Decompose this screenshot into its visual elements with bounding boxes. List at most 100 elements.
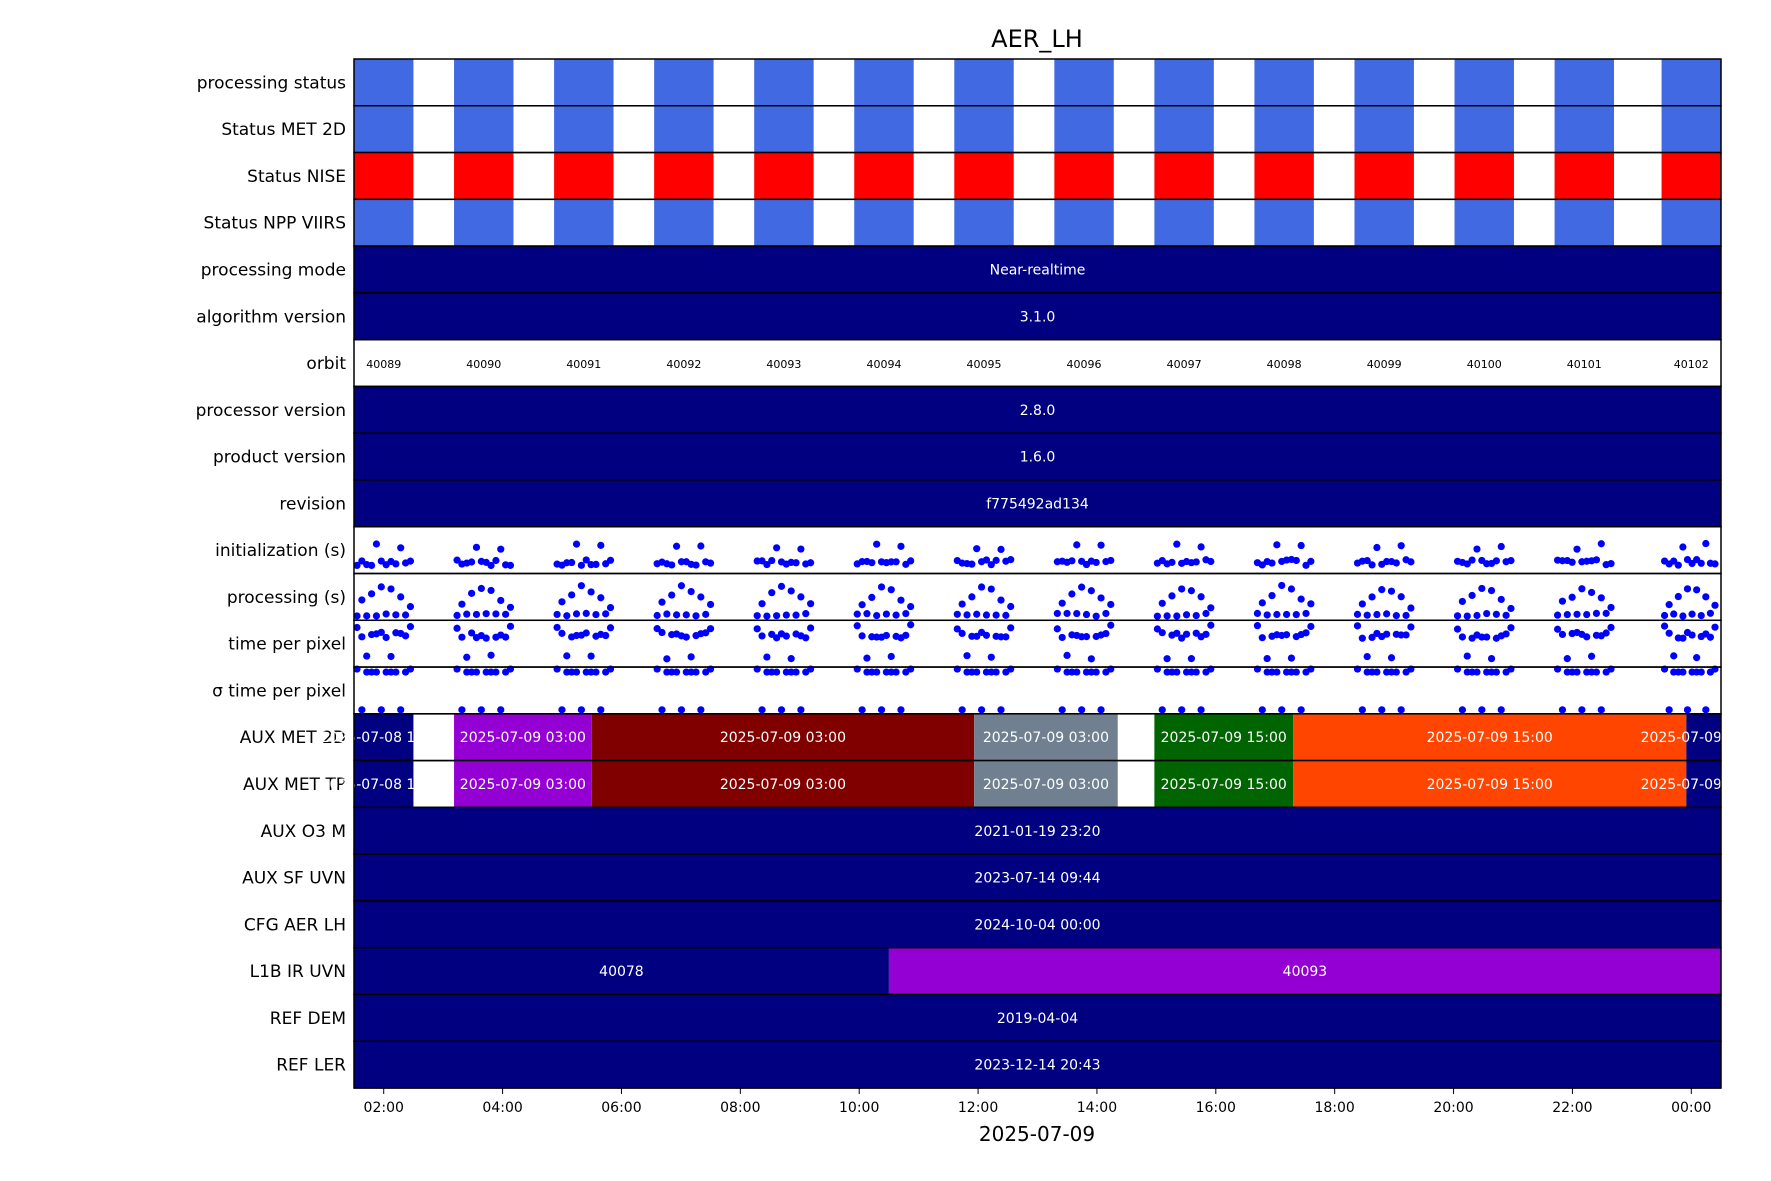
row-8: product version 1.6.0 <box>213 432 1722 481</box>
status-block <box>1154 59 1214 106</box>
data-point <box>1078 706 1086 714</box>
data-point <box>897 542 905 550</box>
orbit-label: 40099 <box>1367 358 1402 371</box>
data-point <box>1407 558 1415 566</box>
segment-bar <box>1293 713 1687 761</box>
row-label: REF DEM <box>270 1009 346 1029</box>
data-point <box>406 623 415 631</box>
status-block <box>1154 199 1214 247</box>
status-block <box>954 105 1014 153</box>
data-point <box>1587 588 1596 597</box>
row-label: processing mode <box>201 260 346 280</box>
data-point <box>863 610 871 618</box>
data-point <box>397 593 405 601</box>
data-point <box>1578 585 1586 593</box>
status-block <box>354 152 414 200</box>
data-point <box>987 585 995 593</box>
data-point <box>1670 652 1678 660</box>
row-2: Status NISE <box>247 151 1722 201</box>
row-label: AUX O3 M <box>261 822 346 842</box>
data-point <box>1378 706 1386 714</box>
row-20: REF DEM 2019-04-04 <box>270 993 1722 1042</box>
orbit-label: 40095 <box>967 358 1002 371</box>
status-block <box>1554 105 1615 153</box>
data-point <box>882 610 890 618</box>
data-point <box>1282 631 1291 639</box>
data-point <box>1107 556 1115 565</box>
data-point <box>597 594 605 602</box>
data-point <box>1679 668 1687 676</box>
data-point <box>1711 560 1719 568</box>
data-point <box>553 610 561 619</box>
data-point <box>773 668 781 676</box>
data-point <box>1683 585 1692 593</box>
data-point <box>1178 706 1186 714</box>
data-point <box>1197 543 1205 551</box>
data-point <box>1665 601 1673 609</box>
data-point <box>858 706 866 714</box>
data-point <box>1102 629 1110 638</box>
data-point <box>1353 610 1362 618</box>
constant-value: f775492ad134 <box>986 496 1089 512</box>
data-point <box>973 632 981 640</box>
data-point <box>1158 629 1166 637</box>
data-point <box>1068 557 1076 565</box>
status-block <box>854 152 914 200</box>
orbit-label: 40091 <box>566 358 601 371</box>
data-point <box>753 612 761 620</box>
row-label: Status NISE <box>247 167 346 187</box>
segment-bar <box>454 713 592 761</box>
row-label: processing (s) <box>227 588 346 608</box>
constant-bar <box>354 479 1721 527</box>
segment-bar <box>1154 713 1294 761</box>
data-point <box>1173 612 1181 620</box>
data-point <box>468 589 476 597</box>
data-point <box>558 629 566 637</box>
constant-value: 2021-01-19 23:20 <box>974 824 1100 840</box>
data-point <box>1558 597 1567 605</box>
data-point <box>1458 597 1466 606</box>
x-tick-label: 00:00 <box>1671 1100 1711 1116</box>
data-point <box>1407 623 1415 631</box>
data-point <box>401 632 410 640</box>
data-point <box>1563 610 1571 619</box>
data-point <box>692 668 700 676</box>
data-point <box>506 603 515 611</box>
data-point <box>1058 706 1066 714</box>
row-label: Status NPP VIIRS <box>204 214 346 234</box>
status-block <box>954 152 1014 200</box>
status-block <box>1454 152 1514 200</box>
data-point <box>758 706 766 714</box>
data-point <box>392 668 400 676</box>
data-point <box>758 600 766 608</box>
data-point <box>777 582 786 590</box>
data-point <box>1187 655 1195 663</box>
data-point <box>387 585 395 593</box>
row-label: processor version <box>196 401 346 421</box>
status-block <box>1154 152 1214 200</box>
data-point <box>492 668 500 676</box>
data-point <box>1207 621 1215 629</box>
row-7: processor version 2.8.0 <box>196 385 1722 434</box>
constant-value: 3.1.0 <box>1020 309 1056 325</box>
x-tick-label: 20:00 <box>1433 1100 1473 1116</box>
data-point <box>592 560 600 569</box>
data-point <box>1683 706 1692 714</box>
row-16: AUX O3 M 2021-01-19 23:20 <box>261 806 1722 855</box>
orbit-label: 40101 <box>1567 358 1602 371</box>
data-point <box>1173 629 1181 637</box>
data-point <box>353 623 361 632</box>
segment-label: 2025-07-09 03:00 <box>983 777 1109 793</box>
status-block <box>554 59 614 106</box>
data-point <box>687 587 695 596</box>
data-point <box>1597 594 1605 602</box>
data-point <box>1287 585 1296 593</box>
data-point <box>892 558 900 566</box>
data-point <box>372 612 381 620</box>
status-block <box>1554 59 1615 106</box>
data-point <box>582 556 590 564</box>
data-point <box>1007 556 1015 564</box>
data-point <box>1107 621 1115 629</box>
data-point <box>902 631 910 639</box>
